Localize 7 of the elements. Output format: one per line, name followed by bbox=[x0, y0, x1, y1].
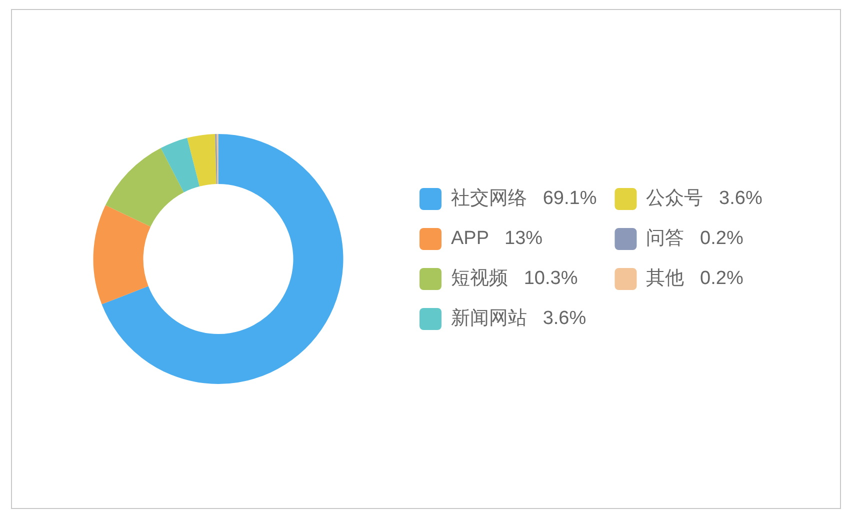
legend-label: APP 13% bbox=[451, 228, 543, 250]
legend-label: 其他 0.2% bbox=[646, 268, 744, 290]
legend-label: 新闻网站 3.6% bbox=[451, 307, 586, 330]
legend-label: 问答 0.2% bbox=[646, 228, 744, 250]
legend-label: 社交网络 69.1% bbox=[451, 187, 597, 210]
legend-label: 公众号 3.6% bbox=[646, 188, 762, 210]
legend-label: 短视频 10.3% bbox=[451, 268, 578, 290]
